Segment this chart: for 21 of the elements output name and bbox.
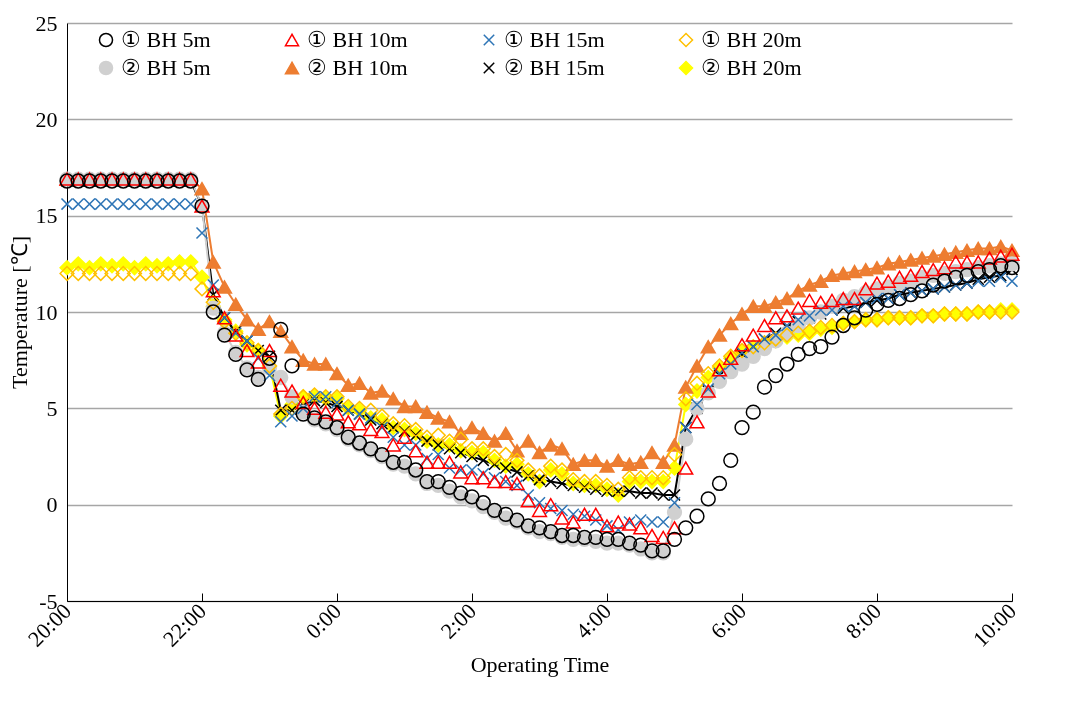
x-tick-label: 0:00: [300, 598, 346, 644]
x-tick-label: 2:00: [435, 598, 481, 644]
legend-label: ② BH 10m: [307, 55, 408, 80]
legend-label: ② BH 20m: [701, 55, 802, 80]
legend-label: ① BH 15m: [504, 27, 605, 52]
y-tick-label: 25: [35, 10, 58, 36]
y-tick-label: 15: [35, 203, 58, 229]
y-tick-label: 20: [35, 106, 58, 132]
x-axis-title: Operating Time: [470, 651, 610, 677]
x-tick-label: 8:00: [840, 598, 886, 644]
legend-label: ② BH 5m: [121, 55, 211, 80]
legend-label: ① BH 5m: [121, 27, 211, 52]
legend-label: ① BH 10m: [307, 27, 408, 52]
y-axis-title: Temperature [℃]: [6, 236, 32, 389]
x-tick-label: 6:00: [705, 598, 751, 644]
y-tick-label: 10: [35, 299, 58, 325]
x-tick-label: 4:00: [570, 598, 616, 644]
y-tick-label: 0: [46, 492, 58, 518]
legend-label: ① BH 20m: [701, 27, 802, 52]
legend-label: ② BH 15m: [504, 55, 605, 80]
y-tick-label: 5: [46, 395, 58, 421]
